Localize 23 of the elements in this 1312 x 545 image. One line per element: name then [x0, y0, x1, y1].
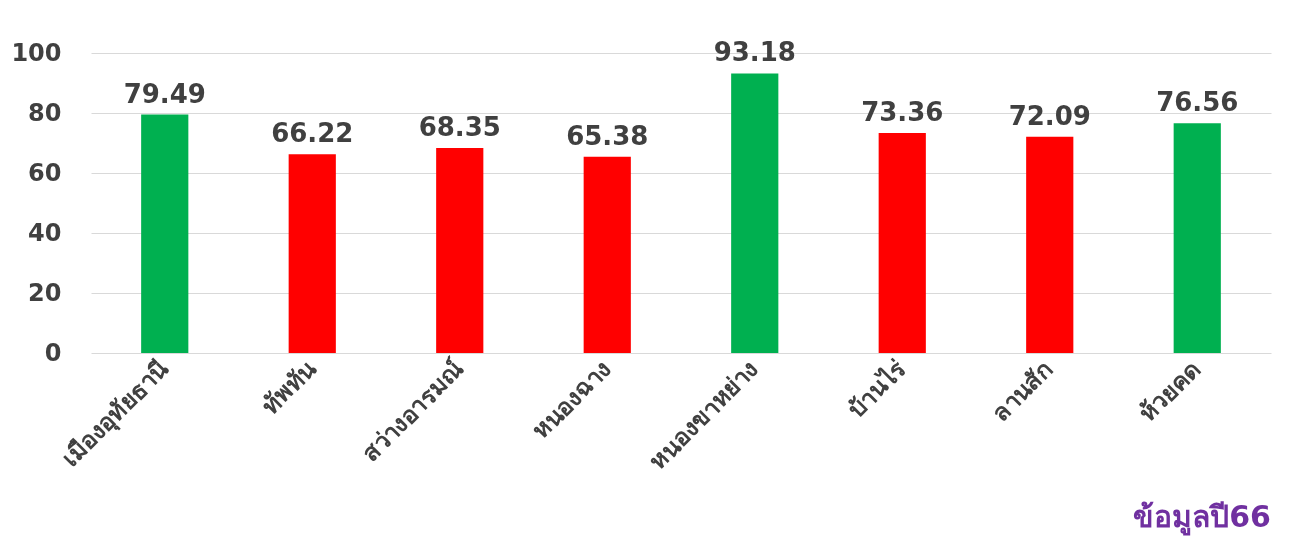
- bar: [878, 132, 926, 353]
- bar: [436, 147, 484, 353]
- data-label: 73.36: [861, 96, 944, 127]
- text: ข้อมูลปี66: [1133, 499, 1271, 536]
- data-label: 68.35: [418, 111, 501, 142]
- bar: [1026, 136, 1074, 353]
- data-label: 72.09: [1008, 100, 1091, 131]
- bar: [141, 114, 189, 353]
- y-tick-label: 80: [28, 98, 62, 127]
- bar: [1173, 123, 1221, 353]
- data-label: 66.22: [271, 118, 354, 149]
- y-tick-label: 60: [28, 158, 62, 187]
- y-tick-label: 20: [28, 278, 62, 307]
- bar: [288, 154, 336, 353]
- data-label: 93.18: [713, 37, 796, 68]
- y-tick-label: 0: [44, 338, 62, 367]
- data-label: 76.56: [1156, 87, 1239, 118]
- bar: [731, 73, 779, 353]
- data-label: 79.49: [123, 78, 206, 109]
- y-tick-label: 40: [28, 218, 62, 247]
- y-tick-label: 100: [11, 38, 62, 67]
- data-label: 65.38: [566, 120, 649, 151]
- bar: [583, 156, 631, 353]
